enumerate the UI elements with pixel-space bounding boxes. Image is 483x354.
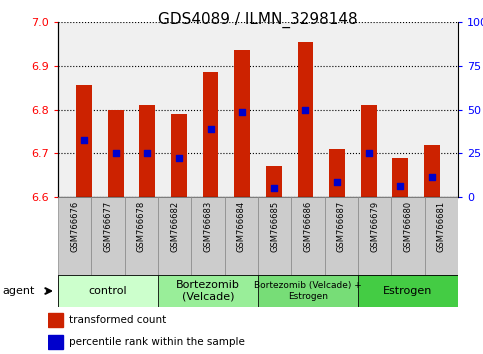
Bar bbox=[361, 105, 377, 197]
Text: agent: agent bbox=[2, 286, 35, 296]
Text: Bortezomib
(Velcade): Bortezomib (Velcade) bbox=[176, 280, 240, 302]
Bar bbox=[48, 335, 63, 349]
Bar bbox=[108, 109, 124, 197]
Bar bbox=[392, 158, 408, 197]
Text: GSM766676: GSM766676 bbox=[70, 201, 79, 252]
Bar bbox=[425, 197, 458, 275]
Bar bbox=[58, 197, 91, 275]
Bar bbox=[158, 275, 258, 307]
Bar bbox=[125, 197, 158, 275]
Bar bbox=[298, 42, 313, 197]
Bar bbox=[76, 85, 92, 197]
Bar bbox=[91, 197, 125, 275]
Text: GSM766678: GSM766678 bbox=[137, 201, 146, 252]
Point bbox=[365, 150, 372, 156]
Text: GSM766686: GSM766686 bbox=[303, 201, 313, 252]
Bar bbox=[424, 144, 440, 197]
Bar bbox=[325, 197, 358, 275]
Bar bbox=[329, 149, 345, 197]
Point bbox=[333, 179, 341, 184]
Text: GSM766681: GSM766681 bbox=[437, 201, 446, 252]
Text: GSM766687: GSM766687 bbox=[337, 201, 346, 252]
Text: GSM766680: GSM766680 bbox=[403, 201, 412, 252]
Bar bbox=[391, 197, 425, 275]
Bar bbox=[225, 197, 258, 275]
Text: Estrogen: Estrogen bbox=[384, 286, 433, 296]
Bar bbox=[58, 275, 158, 307]
Bar bbox=[203, 72, 218, 197]
Text: GSM766677: GSM766677 bbox=[103, 201, 113, 252]
Point bbox=[112, 150, 120, 156]
Bar bbox=[291, 197, 325, 275]
Bar bbox=[158, 197, 191, 275]
Bar bbox=[234, 50, 250, 197]
Bar bbox=[48, 313, 63, 327]
Bar bbox=[266, 166, 282, 197]
Point bbox=[80, 137, 88, 143]
Bar bbox=[258, 275, 358, 307]
Bar bbox=[191, 197, 225, 275]
Text: control: control bbox=[89, 286, 128, 296]
Bar bbox=[258, 197, 291, 275]
Point bbox=[143, 150, 151, 156]
Bar bbox=[140, 105, 155, 197]
Bar bbox=[358, 275, 458, 307]
Text: GSM766679: GSM766679 bbox=[370, 201, 379, 252]
Point bbox=[270, 185, 278, 191]
Text: Bortezomib (Velcade) +
Estrogen: Bortezomib (Velcade) + Estrogen bbox=[254, 281, 362, 301]
Text: GSM766685: GSM766685 bbox=[270, 201, 279, 252]
Point bbox=[428, 175, 436, 180]
Point bbox=[207, 126, 214, 132]
Point bbox=[397, 183, 404, 189]
Text: GSM766684: GSM766684 bbox=[237, 201, 246, 252]
Text: percentile rank within the sample: percentile rank within the sample bbox=[69, 337, 245, 347]
Point bbox=[301, 107, 309, 112]
Point bbox=[238, 109, 246, 115]
Point bbox=[175, 155, 183, 160]
Bar bbox=[171, 114, 187, 197]
Text: transformed count: transformed count bbox=[69, 315, 167, 325]
Text: GSM766683: GSM766683 bbox=[203, 201, 213, 252]
Text: GDS4089 / ILMN_3298148: GDS4089 / ILMN_3298148 bbox=[158, 12, 358, 28]
Bar bbox=[358, 197, 391, 275]
Text: GSM766682: GSM766682 bbox=[170, 201, 179, 252]
